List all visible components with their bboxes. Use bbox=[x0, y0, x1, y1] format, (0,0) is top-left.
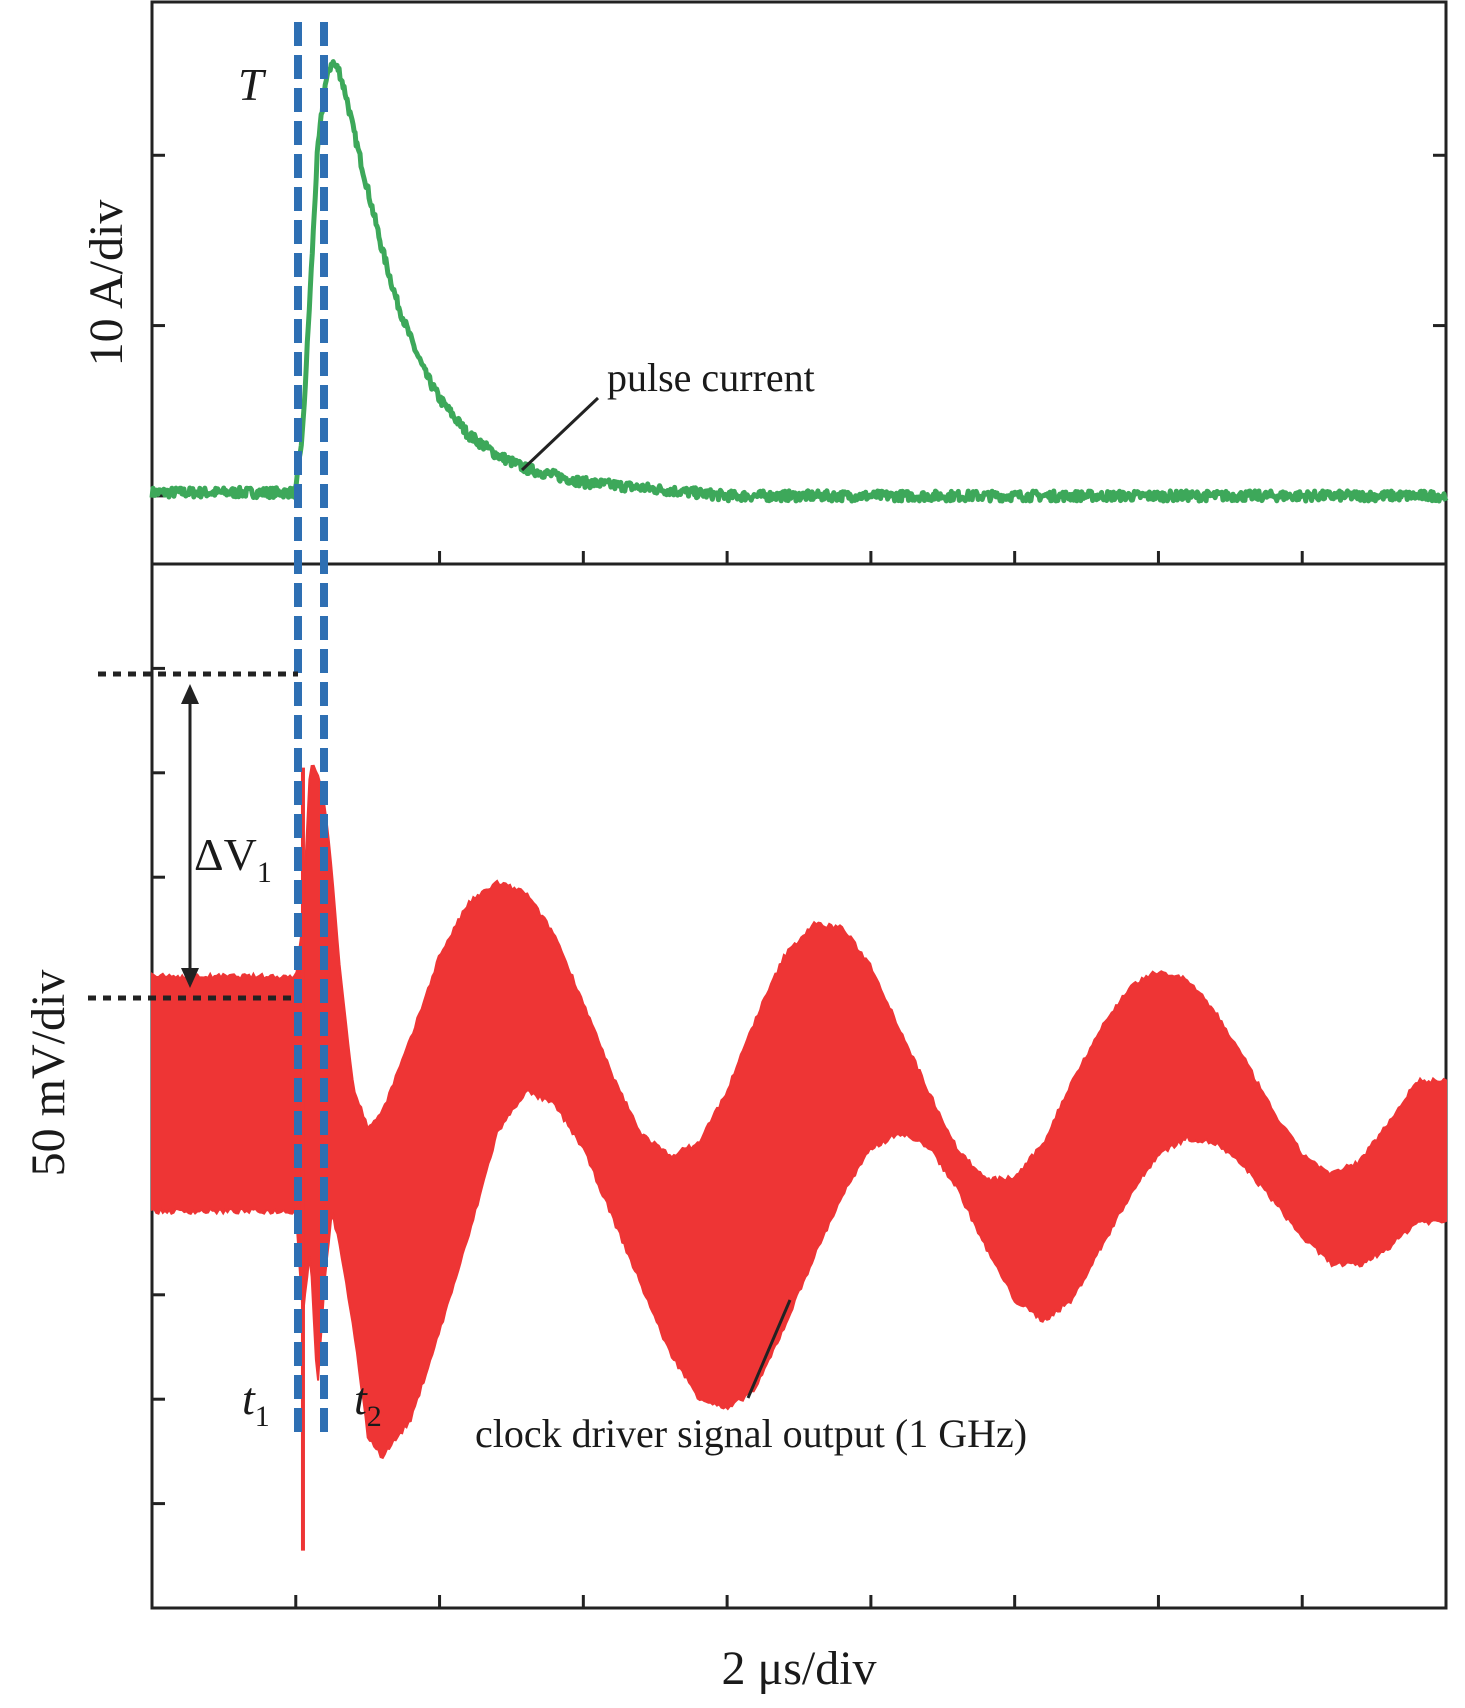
delta-v-symbol: ΔV bbox=[194, 829, 257, 880]
annotation-clock-output: clock driver signal output (1 GHz) bbox=[475, 1411, 1027, 1456]
clock-output-leader bbox=[746, 1299, 792, 1399]
annotation-t1: t1 bbox=[242, 1373, 270, 1433]
annotation-delta-v: ΔV1 bbox=[194, 829, 272, 889]
bottom-y-axis-label: 50 mV/div bbox=[22, 970, 75, 1177]
delta-v-subscript: 1 bbox=[257, 856, 272, 889]
bottom-series-layer bbox=[151, 764, 1447, 1551]
t1-subscript: 1 bbox=[255, 1400, 270, 1433]
t2-symbol: t bbox=[354, 1373, 368, 1424]
clock-output-envelope bbox=[151, 764, 1447, 1460]
pulse-current-leader bbox=[520, 396, 600, 472]
delta-v-arrow-head-down bbox=[181, 968, 199, 988]
t2-subscript: 2 bbox=[367, 1400, 382, 1433]
annotation-t2: t2 bbox=[354, 1373, 382, 1433]
delta-v-arrow-head-up bbox=[181, 684, 199, 704]
x-axis-label: 2 μs/div bbox=[721, 1642, 876, 1695]
annotation-T: T bbox=[238, 59, 267, 110]
annotation-pulse-current: pulse current bbox=[607, 355, 815, 400]
top-series-layer bbox=[149, 59, 1449, 504]
top-y-axis-label: 10 A/div bbox=[80, 200, 133, 367]
pulse-current-line bbox=[149, 59, 1449, 504]
t1-symbol: t bbox=[242, 1373, 256, 1424]
